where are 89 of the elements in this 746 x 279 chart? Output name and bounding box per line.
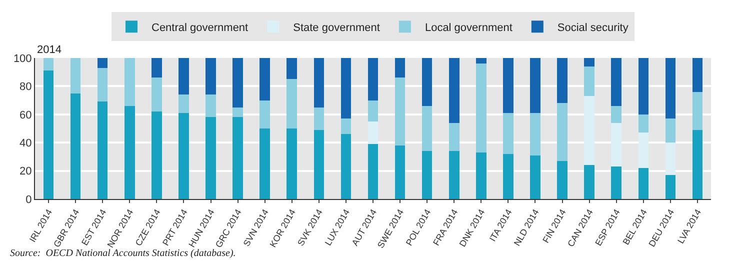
y-tick-label: 0 bbox=[26, 194, 32, 206]
bar bbox=[152, 58, 162, 78]
bar bbox=[611, 122, 622, 167]
bar bbox=[43, 58, 54, 71]
legend-label: Central government bbox=[152, 22, 248, 34]
bar bbox=[178, 94, 189, 113]
legend-label: Social security bbox=[557, 22, 629, 34]
bar bbox=[665, 118, 676, 143]
bar bbox=[584, 165, 594, 199]
legend-label: Local government bbox=[424, 22, 512, 34]
bar bbox=[692, 92, 703, 130]
bar bbox=[286, 79, 298, 128]
bar bbox=[97, 58, 108, 68]
bar bbox=[692, 130, 703, 199]
y-tick-label: 80 bbox=[20, 81, 32, 94]
bar bbox=[368, 121, 378, 144]
bar bbox=[584, 66, 594, 96]
bar bbox=[611, 166, 622, 199]
bar bbox=[638, 168, 649, 199]
y-tick-label: 100 bbox=[13, 52, 32, 65]
bar bbox=[476, 64, 486, 152]
bar bbox=[178, 112, 189, 199]
bar bbox=[260, 58, 270, 100]
bar bbox=[314, 130, 324, 199]
bar bbox=[557, 58, 568, 104]
bar bbox=[665, 58, 676, 119]
bar bbox=[638, 114, 649, 133]
bar bbox=[422, 58, 432, 106]
bar bbox=[394, 145, 406, 199]
bar bbox=[97, 68, 108, 102]
y-tick-label: 40 bbox=[20, 137, 32, 150]
bar bbox=[448, 122, 460, 152]
bar bbox=[557, 160, 568, 199]
bar bbox=[665, 175, 676, 199]
bar bbox=[557, 103, 568, 161]
bar bbox=[503, 112, 514, 154]
bar bbox=[232, 107, 243, 118]
bar bbox=[232, 58, 243, 108]
bar bbox=[206, 58, 216, 95]
bar bbox=[530, 112, 540, 156]
bar bbox=[43, 70, 54, 199]
bar bbox=[368, 58, 378, 100]
bar bbox=[340, 134, 352, 199]
bar bbox=[340, 118, 352, 134]
bar bbox=[232, 117, 243, 199]
bar bbox=[448, 151, 460, 199]
bar bbox=[97, 102, 108, 199]
bar bbox=[584, 58, 594, 66]
legend-label: State government bbox=[293, 22, 380, 34]
bar bbox=[448, 58, 460, 123]
bar bbox=[611, 106, 622, 123]
y-tick-label: 20 bbox=[20, 166, 32, 178]
bar bbox=[422, 151, 432, 199]
bar bbox=[286, 128, 298, 199]
bar bbox=[124, 106, 135, 199]
bar bbox=[314, 58, 324, 108]
bar bbox=[70, 58, 81, 94]
bar bbox=[152, 112, 162, 199]
bar bbox=[286, 58, 298, 80]
bar bbox=[70, 93, 81, 199]
bar bbox=[503, 58, 514, 113]
bar bbox=[340, 58, 352, 119]
bar bbox=[665, 142, 676, 176]
bar bbox=[260, 128, 270, 199]
bar bbox=[611, 58, 622, 106]
bar bbox=[503, 154, 514, 199]
bar bbox=[124, 58, 135, 106]
y-tick-label: 60 bbox=[20, 109, 32, 122]
bar bbox=[692, 58, 703, 92]
bar bbox=[260, 100, 270, 128]
bar bbox=[530, 58, 540, 113]
bar bbox=[152, 78, 162, 112]
bar bbox=[476, 58, 486, 64]
bar bbox=[422, 106, 432, 152]
bar bbox=[206, 117, 216, 199]
bar bbox=[584, 96, 594, 166]
source-note: Source: OECD National Accounts Statistics (database). bbox=[10, 248, 236, 259]
bar bbox=[530, 155, 540, 199]
chart-subtitle: 2014 bbox=[37, 44, 62, 56]
bar bbox=[638, 132, 649, 168]
bar bbox=[178, 58, 189, 95]
bar bbox=[206, 94, 216, 118]
bar bbox=[394, 58, 406, 78]
bar bbox=[394, 78, 406, 146]
bar bbox=[638, 58, 649, 114]
bar bbox=[368, 144, 378, 199]
bar bbox=[314, 107, 324, 130]
bar bbox=[368, 100, 378, 122]
bar bbox=[476, 152, 486, 199]
